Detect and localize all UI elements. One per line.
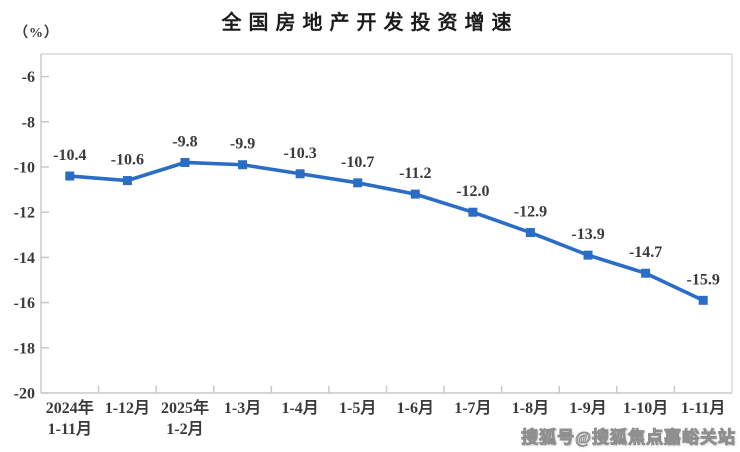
data-point-label: -13.9 [571, 226, 604, 243]
data-point-label: -10.4 [53, 147, 86, 164]
data-point-marker [583, 250, 593, 260]
data-point-label: -10.3 [283, 145, 316, 162]
watermark-text: 搜狐号@搜狐焦点嘉峪关站 [521, 428, 736, 448]
data-point-label: -14.7 [629, 244, 662, 261]
data-point-marker [525, 228, 535, 238]
x-tick-label: 1-7月 [454, 399, 491, 417]
data-point-marker [122, 176, 132, 186]
x-tick-label: 1-9月 [569, 399, 606, 417]
y-tick-label: -16 [14, 295, 35, 312]
x-tick-label: 1-4月 [281, 399, 318, 417]
y-tick-label: -12 [14, 205, 35, 222]
x-tick-label: 1-10月 [623, 399, 668, 417]
y-tick-label: -8 [22, 114, 35, 131]
data-point-label: -10.6 [111, 152, 144, 169]
data-point-label: -12.9 [514, 204, 547, 221]
data-point-label: -15.9 [687, 271, 720, 288]
data-point-label: -9.9 [230, 136, 255, 153]
y-tick-label: -6 [22, 69, 35, 86]
data-point-label: -11.2 [399, 165, 431, 182]
data-point-marker [641, 268, 651, 278]
x-tick-label: 1-6月 [397, 399, 434, 417]
data-point-marker [238, 160, 248, 170]
data-point-label: -12.0 [456, 183, 489, 200]
x-tick-label: 1-8月 [512, 399, 549, 417]
x-tick-label: 1-12月 [105, 399, 150, 417]
data-point-marker [468, 207, 478, 217]
x-tick-label: 2025年 1-2月 [161, 398, 209, 438]
x-tick-label: 1-3月 [224, 399, 261, 417]
x-tick-label: 2024年 1-11月 [46, 398, 94, 438]
chart-title: 全国房地产开发投资增速 [221, 12, 519, 34]
data-point-marker [353, 178, 363, 188]
y-axis-unit-label: （%） [14, 26, 59, 41]
data-point-marker [65, 171, 75, 181]
data-point-marker [180, 157, 190, 167]
data-point-marker [410, 189, 420, 199]
y-tick-label: -14 [14, 250, 35, 267]
y-tick-label: -20 [14, 386, 35, 403]
data-point-label: -9.8 [172, 133, 197, 150]
data-point-label: -10.7 [341, 154, 374, 171]
data-point-marker [698, 295, 708, 305]
x-tick-label: 1-11月 [681, 399, 725, 417]
data-line [67, 160, 706, 303]
x-tick-label: 1-5月 [339, 399, 376, 417]
y-tick-label: -18 [14, 340, 35, 357]
data-point-marker [295, 169, 305, 179]
y-tick-label: -10 [14, 160, 35, 177]
